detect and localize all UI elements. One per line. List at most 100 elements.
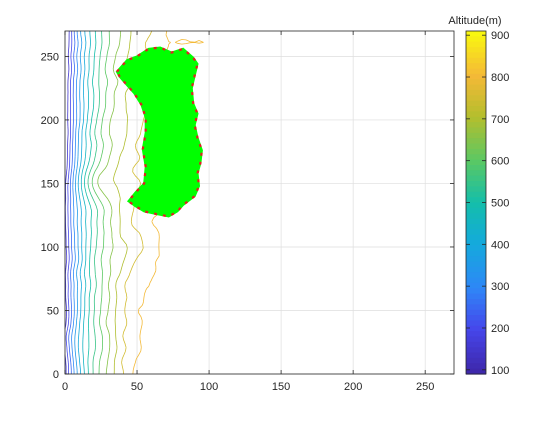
colorbar-tick-label: 300: [491, 281, 509, 293]
y-tick-label: 50: [47, 305, 59, 317]
colorbar-segment: [466, 357, 486, 364]
colorbar-segment: [466, 347, 486, 354]
colorbar-segment: [466, 84, 486, 91]
colorbar-tick-label: 600: [491, 156, 509, 168]
x-tick-label: 0: [62, 381, 68, 393]
x-tick-label: 150: [272, 381, 290, 393]
colorbar-segment: [466, 207, 486, 214]
colorbar-segment: [466, 41, 486, 48]
colorbar-segment: [466, 154, 486, 161]
contour-line: [71, 30, 79, 375]
colorbar-segment: [466, 213, 486, 220]
colorbar-segment: [466, 68, 486, 75]
colorbar-segment: [466, 363, 486, 370]
colorbar-segment: [466, 122, 486, 129]
colorbar-segment: [466, 111, 486, 118]
colorbar-segment: [466, 148, 486, 155]
colorbar-segment: [466, 202, 486, 209]
colorbar-segment: [466, 181, 486, 188]
colorbar-segment: [466, 197, 486, 204]
contour-line: [65, 31, 73, 374]
y-tick-label: 200: [41, 115, 59, 127]
colorbar: 100 200 300 400 500 600 700 800 900: [465, 30, 509, 377]
highlighted-region: [115, 46, 203, 218]
colorbar-segment: [466, 95, 486, 102]
colorbar-segment: [466, 234, 486, 241]
colorbar-segment: [466, 186, 486, 193]
colorbar-segment: [466, 191, 486, 198]
colorbar-segment: [466, 100, 486, 107]
colorbar-segment: [466, 106, 486, 112]
colorbar-segment: [466, 116, 486, 123]
axes-frame: [64, 30, 455, 375]
colorbar-segment: [466, 223, 486, 230]
contours: [64, 30, 204, 375]
colorbar-segment: [466, 293, 486, 300]
colorbar-segment: [466, 164, 486, 171]
colorbar-segment: [466, 79, 486, 86]
colorbar-title: Altitude(m): [448, 15, 501, 27]
colorbar-segment: [466, 331, 486, 338]
colorbar-tick-label: 500: [491, 198, 509, 210]
colorbar-segment: [466, 320, 486, 327]
colorbar-segment: [466, 127, 486, 134]
colorbar-segment: [466, 52, 486, 59]
colorbar-segment: [466, 229, 486, 236]
colorbar-segment: [466, 159, 486, 166]
colorbar-tick-label: 900: [491, 30, 509, 42]
axes: 0 50 100 150 200 250 0 50 100 150 200 250: [41, 30, 455, 393]
contour-line: [97, 30, 122, 375]
x-tick-label: 50: [131, 381, 143, 393]
colorbar-segment: [466, 256, 486, 263]
colorbar-tick-label: 200: [491, 323, 509, 335]
y-tick-label: 100: [41, 242, 59, 254]
colorbar-segment: [466, 341, 486, 348]
contour-line: [87, 30, 103, 374]
colorbar-segment: [466, 352, 486, 359]
colorbar-tick-label: 400: [491, 239, 509, 251]
colorbar-segment: [466, 277, 486, 284]
contour-line: [80, 30, 91, 375]
colorbar-segment: [466, 170, 486, 177]
colorbar-segment: [466, 304, 486, 311]
colorbar-segment: [466, 218, 486, 225]
colorbar-segment: [466, 368, 486, 375]
colorbar-segment: [466, 73, 486, 80]
colorbar-tick-label: 700: [491, 114, 509, 126]
x-tick-label: 200: [344, 381, 362, 393]
colorbar-segment: [466, 63, 486, 70]
contour-line: [91, 30, 110, 375]
contour-line: [77, 30, 87, 375]
colorbar-segment: [466, 272, 486, 279]
colorbar-segment: [466, 47, 486, 54]
plot-area: [64, 30, 454, 375]
contour-line: [68, 30, 76, 374]
colorbar-segment: [466, 325, 486, 332]
colorbar-segment: [466, 315, 486, 322]
colorbar-segment: [466, 240, 486, 246]
x-tick-label: 250: [416, 381, 434, 393]
colorbar-tick-label: 100: [491, 365, 509, 377]
x-tick-label: 100: [200, 381, 218, 393]
colorbar-segment: [466, 250, 486, 257]
colorbar-segment: [466, 57, 486, 64]
colorbar-segment: [466, 31, 486, 37]
colorbar-segment: [466, 138, 486, 145]
colorbar-segment: [466, 36, 486, 43]
colorbar-segment: [466, 245, 486, 252]
y-tick-label: 250: [41, 51, 59, 63]
colorbar-segment: [466, 132, 486, 139]
colorbar-segment: [466, 143, 486, 150]
contour-line: [74, 30, 83, 375]
colorbar-tick-label: 800: [491, 72, 509, 84]
colorbar-segment: [466, 298, 486, 305]
colorbar-segment: [466, 309, 486, 316]
colorbar-segment: [466, 266, 486, 273]
y-tick-label: 0: [53, 369, 59, 381]
y-tick-label: 150: [41, 178, 59, 190]
colorbar-segment: [466, 175, 486, 182]
colorbar-segment: [466, 288, 486, 295]
colorbar-segment: [466, 261, 486, 268]
